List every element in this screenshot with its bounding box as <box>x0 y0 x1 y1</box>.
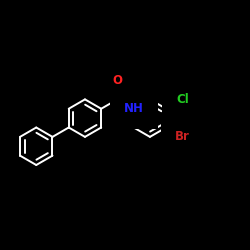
Text: Br: Br <box>175 130 190 143</box>
Text: NH: NH <box>124 102 144 115</box>
Text: O: O <box>112 74 122 87</box>
Text: Cl: Cl <box>176 93 189 106</box>
